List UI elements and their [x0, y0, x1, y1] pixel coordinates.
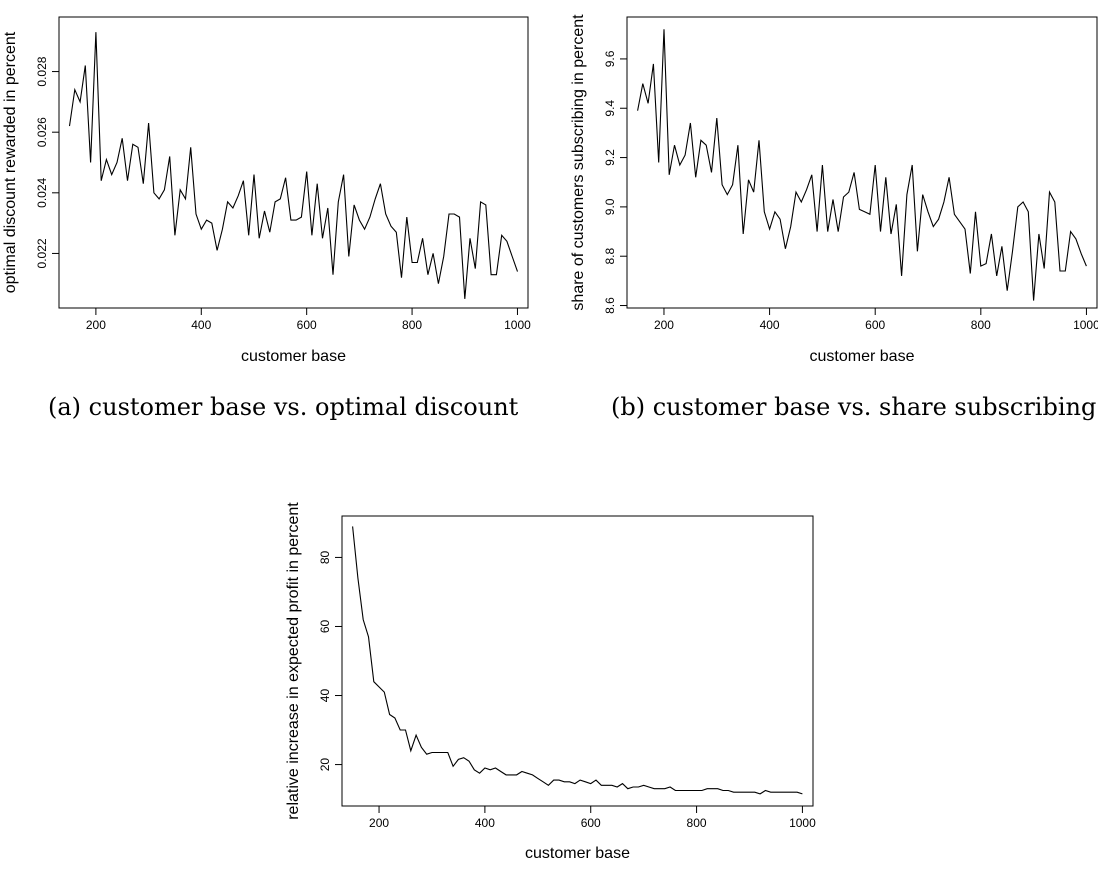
- series-line: [352, 526, 803, 795]
- plot-frame: [58, 16, 529, 309]
- plot-frame: [341, 515, 814, 807]
- x-tick-label: 400: [191, 318, 211, 332]
- x-tick-label: 200: [654, 318, 674, 332]
- y-tick-label: 8.8: [603, 248, 617, 265]
- x-tick-label: 800: [402, 318, 422, 332]
- y-tick-label: 9.0: [603, 198, 617, 215]
- y-tick-label: 0.024: [35, 177, 49, 207]
- x-tick-label: 200: [86, 318, 106, 332]
- chart-share-subscribing: 200 400 600 800 1000 8.6 8.8 9.0 9.2 9.4 9.6 custom…: [570, 14, 1098, 365]
- caption-a: (a) customer base vs. optimal discount: [48, 393, 519, 421]
- x-axis-label: customer base: [525, 845, 630, 862]
- x-tick-label: 600: [865, 318, 885, 332]
- y-tick-label: 80: [318, 550, 332, 564]
- y-tick-label: 20: [318, 758, 332, 772]
- x-axis-label: customer base: [810, 348, 915, 365]
- y-tick-label: 40: [318, 689, 332, 703]
- x-tick-label: 800: [687, 816, 707, 830]
- chart-profit-increase: 200 400 600 800 1000 20 40 60 80 customer base rel…: [285, 502, 816, 862]
- y-tick-label: 9.2: [603, 149, 617, 166]
- x-tick-label: 200: [369, 816, 389, 830]
- x-tick-label: 400: [475, 816, 495, 830]
- x-axis-label: customer base: [241, 348, 346, 365]
- x-tick-label: 600: [297, 318, 317, 332]
- series-line: [637, 29, 1087, 301]
- y-tick-label: 0.022: [35, 238, 49, 268]
- y-axis-label: share of customers subscribing in percen…: [570, 14, 587, 311]
- y-axis-label: relative increase in expected profit in …: [285, 502, 302, 820]
- y-tick-label: 9.4: [603, 100, 617, 117]
- series-line: [68, 32, 519, 299]
- x-tick-label: 1000: [789, 816, 816, 830]
- y-tick-label: 60: [318, 619, 332, 633]
- x-tick-label: 600: [581, 816, 601, 830]
- y-tick-label: 8.6: [603, 297, 617, 314]
- x-tick-label: 400: [760, 318, 780, 332]
- y-tick-label: 0.026: [35, 117, 49, 147]
- y-tick-label: 0.028: [35, 56, 49, 86]
- chart-optimal-discount: 200 400 600 800 1000 0.022 0.024 0.026 0.028 cust…: [2, 16, 531, 365]
- y-tick-label: 9.6: [603, 50, 617, 67]
- x-tick-label: 1000: [1073, 318, 1098, 332]
- y-axis-label: optimal discount rewarded in percent: [2, 31, 19, 293]
- caption-b: (b) customer base vs. share subscribing: [611, 393, 1097, 421]
- plot-frame: [626, 16, 1098, 309]
- x-tick-label: 800: [971, 318, 991, 332]
- x-tick-label: 1000: [504, 318, 531, 332]
